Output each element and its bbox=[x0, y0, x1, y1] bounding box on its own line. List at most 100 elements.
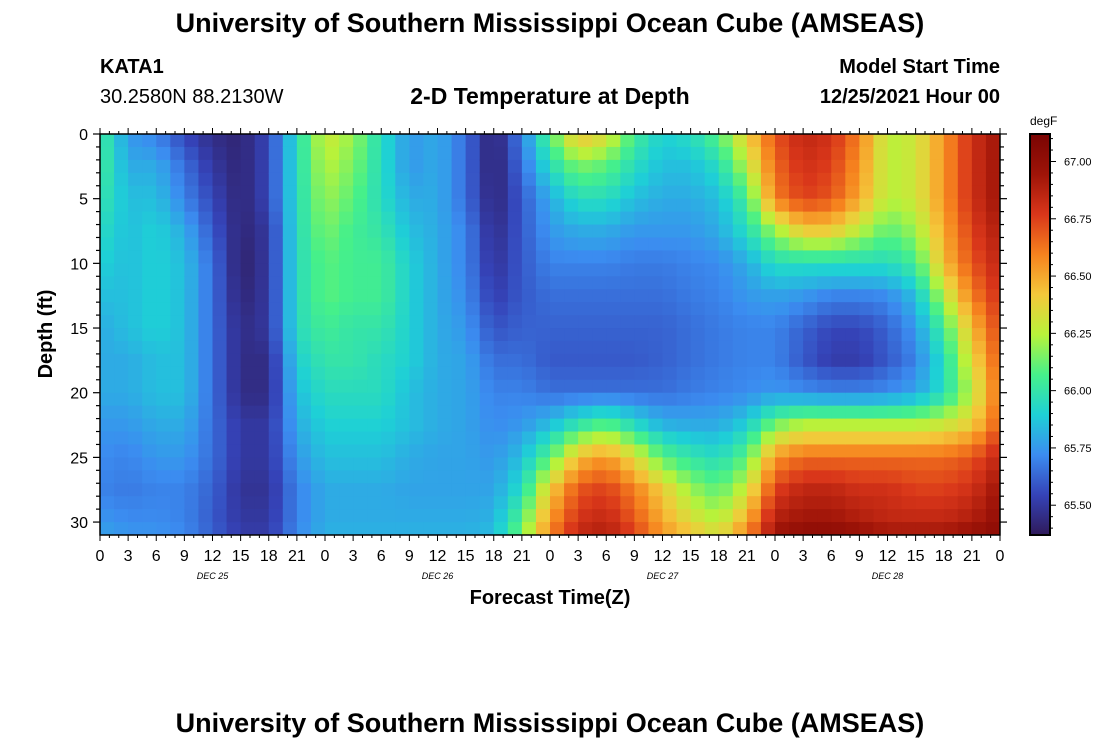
heatmap-cell bbox=[971, 444, 987, 458]
heatmap-cell bbox=[310, 457, 326, 471]
heatmap-cell bbox=[423, 483, 439, 497]
heatmap-cell bbox=[128, 470, 143, 484]
heatmap-cell bbox=[451, 134, 467, 148]
heatmap-cell bbox=[451, 353, 467, 368]
heatmap-cell bbox=[634, 328, 650, 342]
heatmap-cell bbox=[817, 496, 832, 510]
heatmap-cell bbox=[100, 302, 115, 316]
heatmap-cell bbox=[620, 315, 635, 329]
heatmap-cell bbox=[606, 470, 621, 484]
heatmap-cell bbox=[507, 444, 523, 458]
heatmap-cell bbox=[620, 134, 635, 148]
heatmap-cell bbox=[100, 457, 115, 471]
heatmap-cell bbox=[535, 134, 551, 148]
heatmap-cell bbox=[915, 315, 931, 329]
heatmap-cell bbox=[845, 146, 860, 161]
heatmap-cell bbox=[887, 496, 903, 510]
heatmap-cell bbox=[718, 237, 734, 252]
heatmap-cell bbox=[676, 405, 692, 420]
heatmap-cell bbox=[817, 405, 832, 420]
heatmap-cell bbox=[521, 418, 537, 433]
heatmap-cell bbox=[564, 134, 579, 148]
heatmap-cell bbox=[226, 392, 242, 407]
heatmap-cell bbox=[873, 134, 889, 148]
heatmap-cell bbox=[578, 185, 593, 200]
heatmap-cell bbox=[592, 211, 607, 226]
heatmap-cell bbox=[381, 353, 396, 368]
heatmap-cell bbox=[493, 134, 509, 148]
heatmap-cell bbox=[550, 509, 565, 523]
heatmap-cell bbox=[437, 211, 453, 226]
heatmap-cell bbox=[170, 444, 185, 458]
heatmap-cell bbox=[901, 315, 917, 329]
heatmap-cell bbox=[100, 172, 115, 187]
heatmap-cell bbox=[395, 379, 410, 394]
heatmap-cell bbox=[901, 431, 917, 446]
heatmap-cell bbox=[395, 224, 410, 239]
heatmap-cell bbox=[465, 444, 481, 458]
heatmap-cell bbox=[971, 496, 987, 510]
heatmap-cell bbox=[100, 134, 115, 148]
heatmap-cell bbox=[606, 198, 621, 213]
heatmap-cell bbox=[732, 392, 748, 407]
heatmap-cell bbox=[690, 470, 706, 484]
heatmap-cell bbox=[732, 405, 748, 420]
heatmap-cell bbox=[437, 483, 453, 497]
heatmap-cell bbox=[296, 146, 312, 161]
heatmap-cell bbox=[901, 405, 917, 420]
heatmap-cell bbox=[156, 146, 171, 161]
heatmap-cell bbox=[817, 353, 832, 368]
heatmap-cell bbox=[156, 522, 171, 535]
heatmap-cell bbox=[887, 405, 903, 420]
heatmap-cell bbox=[212, 366, 228, 381]
heatmap-cell bbox=[550, 250, 565, 264]
heatmap-cell bbox=[479, 405, 495, 420]
heatmap-cell bbox=[282, 302, 298, 316]
heatmap-cell bbox=[212, 211, 228, 226]
heatmap-cell bbox=[775, 211, 790, 226]
heatmap-cell bbox=[521, 263, 537, 277]
heatmap-cell bbox=[760, 276, 776, 290]
heatmap-cell bbox=[451, 198, 467, 213]
heatmap-cell bbox=[198, 289, 214, 303]
heatmap-cell bbox=[690, 302, 706, 316]
heatmap-cell bbox=[887, 366, 903, 381]
heatmap-cell bbox=[325, 444, 340, 458]
heatmap-cell bbox=[423, 185, 439, 200]
heatmap-cell bbox=[184, 263, 200, 277]
heatmap-cell bbox=[704, 392, 720, 407]
heatmap-cell bbox=[690, 146, 706, 161]
heatmap-cell bbox=[479, 366, 495, 381]
heatmap-cell bbox=[381, 224, 396, 239]
heatmap-cell bbox=[775, 340, 790, 355]
heatmap-cell bbox=[887, 315, 903, 329]
heatmap-cell bbox=[156, 185, 171, 200]
heatmap-cell bbox=[240, 302, 256, 316]
heatmap-cell bbox=[282, 315, 298, 329]
heatmap-cell bbox=[634, 198, 650, 213]
heatmap-cell bbox=[451, 418, 467, 433]
heatmap-cell bbox=[240, 224, 256, 239]
heatmap-cell bbox=[732, 509, 748, 523]
heatmap-cell bbox=[184, 159, 200, 174]
heatmap-cell bbox=[142, 250, 157, 264]
heatmap-cell bbox=[831, 509, 846, 523]
heatmap-cell bbox=[943, 496, 959, 510]
heatmap-cell bbox=[957, 522, 973, 535]
heatmap-cell bbox=[929, 328, 945, 342]
x-tick-label: 6 bbox=[827, 548, 836, 565]
heatmap-cell bbox=[634, 315, 650, 329]
heatmap-cell bbox=[746, 522, 762, 535]
heatmap-cell bbox=[521, 185, 537, 200]
heatmap-cell bbox=[578, 457, 593, 471]
heatmap-cell bbox=[929, 509, 945, 523]
heatmap-cell bbox=[746, 457, 762, 471]
heatmap-cell bbox=[831, 353, 846, 368]
heatmap-cell bbox=[423, 405, 439, 420]
heatmap-cell bbox=[409, 134, 425, 148]
heatmap-cell bbox=[873, 418, 889, 433]
heatmap-cell bbox=[479, 237, 495, 252]
heatmap-cell bbox=[859, 353, 875, 368]
heatmap-cell bbox=[310, 379, 326, 394]
heatmap-cell bbox=[184, 431, 200, 446]
